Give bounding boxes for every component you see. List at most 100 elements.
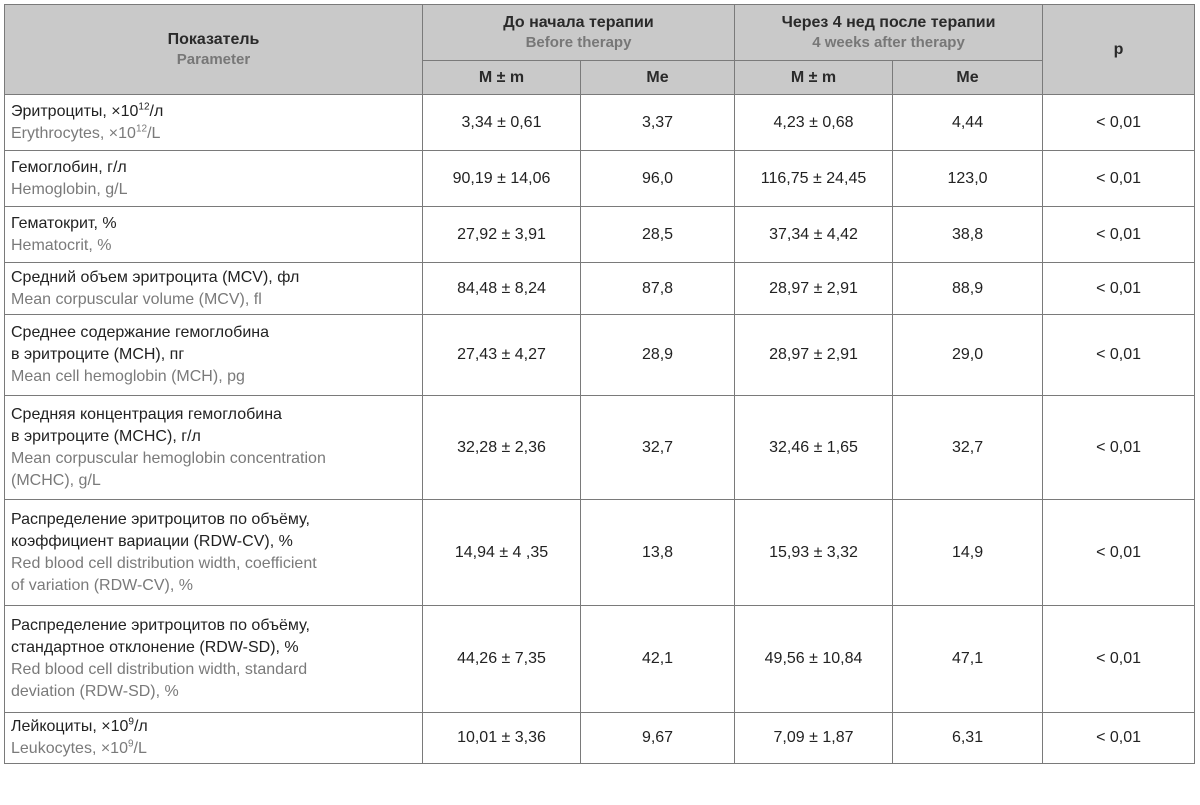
before-mean-cell: 3,34 ± 0,61 <box>422 94 581 151</box>
p-value-cell: < 0,01 <box>1042 499 1196 606</box>
before-mean-header: M ± m <box>422 60 581 95</box>
table-header: Показатель Parameter До начала терапии B… <box>4 4 1196 95</box>
after-median-cell: 14,9 <box>892 499 1044 606</box>
after-median-header: Me <box>892 60 1044 95</box>
after-mean-cell: 4,23 ± 0,68 <box>734 94 894 151</box>
after-mean-cell: 116,75 ± 24,45 <box>734 150 894 207</box>
parameter-name-ru: в эритроците (MCHC), г/л <box>11 427 201 445</box>
parameter-name-ru: Распределение эритроцитов по объёму, <box>11 617 310 634</box>
parameter-name-ru-unit: /л <box>149 102 164 120</box>
after-median-cell: 47,1 <box>892 605 1044 713</box>
parameter-name-en: Erythrocytes, ×1012/L <box>11 123 414 145</box>
before-mean-cell: 90,19 ± 14,06 <box>422 150 581 207</box>
parameter-name-en-base: Leukocytes, ×10 <box>11 740 128 757</box>
parameter-cell: Средний объем эритроцита (MCV), фл Mean c… <box>4 262 423 315</box>
after-header-ru: Через 4 нед после терапии <box>781 13 996 31</box>
before-median-cell: 9,67 <box>579 712 736 764</box>
parameter-name-en: Mean corpuscular hemoglobin concentratio… <box>11 449 326 467</box>
after-mean-cell: 28,97 ± 2,91 <box>734 262 894 315</box>
before-mean-cell: 27,92 ± 3,91 <box>422 206 581 263</box>
results-table: Показатель Parameter До начала терапии B… <box>4 4 1196 764</box>
parameter-name-ru: Гематокрит, % <box>11 214 117 232</box>
parameter-header: Показатель Parameter <box>4 4 423 95</box>
table-body: Эритроциты, ×1012/л Erythrocytes, ×1012/L… <box>4 94 1196 764</box>
parameter-name-ru: Средняя концентрация гемоглобина <box>11 405 282 423</box>
parameter-name-en: Hemoglobin, g/L <box>11 180 128 198</box>
p-value-header: p <box>1042 4 1196 95</box>
table-row: Гемоглобин, г/л Hemoglobin, g/L 90,19 ± 14… <box>4 150 1196 207</box>
before-median-cell: 87,8 <box>579 262 736 315</box>
after-mean-cell: 37,34 ± 4,42 <box>734 206 894 263</box>
after-median-cell: 38,8 <box>892 206 1044 263</box>
parameter-name-en-unit: /L <box>147 124 161 142</box>
parameter-name-ru: Средний объем эритроцита (MCV), фл <box>11 268 300 286</box>
before-mean-cell: 44,26 ± 7,35 <box>422 605 581 713</box>
before-therapy-header: До начала терапии Before therapy <box>421 4 736 61</box>
parameter-name-en: Red blood cell distribution width, stand… <box>11 661 308 678</box>
parameter-name-en: Mean cell hemoglobin (MCH), pg <box>11 368 245 385</box>
parameter-cell: Распределение эритроцитов по объёму, стан… <box>4 605 423 713</box>
parameter-cell: Средняя концентрация гемоглобина в эритро… <box>4 395 423 500</box>
after-mean-cell: 7,09 ± 1,87 <box>734 712 894 764</box>
after-median-cell: 32,7 <box>892 395 1044 500</box>
before-median-cell: 28,9 <box>579 314 736 396</box>
before-median-cell: 42,1 <box>579 605 736 713</box>
parameter-name-ru-base: Лейкоциты, ×10 <box>11 718 129 735</box>
before-mean-cell: 27,43 ± 4,27 <box>422 314 581 396</box>
parameter-name-ru: Среднее содержание гемоглобина <box>11 324 270 341</box>
p-value-cell: < 0,01 <box>1042 605 1196 713</box>
parameter-name-ru: Эритроциты, ×1012/л <box>11 101 414 123</box>
before-mean-cell: 14,94 ± 4 ,35 <box>422 499 581 606</box>
parameter-name-en: deviation (RDW-SD), % <box>11 683 179 700</box>
parameter-name-en-base: Erythrocytes, ×10 <box>11 124 136 142</box>
parameter-name-ru-unit: /л <box>133 718 148 735</box>
p-value-cell: < 0,01 <box>1042 150 1196 207</box>
parameter-cell: Лейкоциты, ×109/л Leukocytes, ×109/L <box>4 712 423 764</box>
parameter-name-ru-base: Эритроциты, ×10 <box>11 102 139 120</box>
after-mean-header: M ± m <box>734 60 894 95</box>
before-median-cell: 28,5 <box>579 206 736 263</box>
after-mean-cell: 28,97 ± 2,91 <box>734 314 894 396</box>
parameter-name-en-unit: /L <box>133 740 147 757</box>
p-value-cell: < 0,01 <box>1042 395 1196 500</box>
after-mean-cell: 49,56 ± 10,84 <box>734 605 894 713</box>
table-row: Распределение эритроцитов по объёму, стан… <box>4 605 1196 713</box>
table-row: Лейкоциты, ×109/л Leukocytes, ×109/L 10,01… <box>4 712 1196 764</box>
before-median-cell: 96,0 <box>579 150 736 207</box>
parameter-header-en: Parameter <box>176 50 251 68</box>
parameter-cell: Среднее содержание гемоглобина в эритроци… <box>4 314 423 396</box>
parameter-cell: Гемоглобин, г/л Hemoglobin, g/L <box>4 150 423 207</box>
table-row: Гематокрит, % Hematocrit, % 27,92 ± 3,91 28… <box>4 206 1196 263</box>
table-row: Средняя концентрация гемоглобина в эритро… <box>4 395 1196 500</box>
parameter-name-en-exponent: 9 <box>127 738 134 750</box>
before-header-ru: До начала терапии <box>503 13 654 31</box>
parameter-name-ru-exponent: 12 <box>138 101 150 113</box>
parameter-name-ru: коэффициент вариации (RDW-CV), % <box>11 532 293 550</box>
after-median-cell: 88,9 <box>892 262 1044 315</box>
after-median-cell: 29,0 <box>892 314 1044 396</box>
after-median-cell: 4,44 <box>892 94 1044 151</box>
parameter-name-en: Hematocrit, % <box>11 236 112 254</box>
parameter-name-en: of variation (RDW-CV), % <box>11 576 193 594</box>
parameter-cell: Эритроциты, ×1012/л Erythrocytes, ×1012/L <box>4 94 423 151</box>
before-mean-cell: 32,28 ± 2,36 <box>422 395 581 500</box>
parameter-name-en: Red blood cell distribution width, coeff… <box>11 554 317 572</box>
p-value-cell: < 0,01 <box>1042 262 1196 315</box>
after-therapy-header: Через 4 нед после терапии 4 weeks after … <box>734 4 1044 61</box>
before-median-header: Me <box>579 60 736 95</box>
after-median-cell: 123,0 <box>892 150 1044 207</box>
before-median-cell: 32,7 <box>579 395 736 500</box>
table-row: Среднее содержание гемоглобина в эритроци… <box>4 314 1196 396</box>
table-row: Средний объем эритроцита (MCV), фл Mean c… <box>4 262 1196 315</box>
after-mean-cell: 32,46 ± 1,65 <box>734 395 894 500</box>
parameter-cell: Гематокрит, % Hematocrit, % <box>4 206 423 263</box>
p-value-cell: < 0,01 <box>1042 206 1196 263</box>
before-header-en: Before therapy <box>525 33 632 51</box>
parameter-name-en: Mean corpuscular volume (MCV), fl <box>11 290 262 308</box>
after-median-cell: 6,31 <box>892 712 1044 764</box>
parameter-name-ru: Распределение эритроцитов по объёму, <box>11 510 310 528</box>
table-row: Распределение эритроцитов по объёму, коэф… <box>4 499 1196 606</box>
after-mean-cell: 15,93 ± 3,32 <box>734 499 894 606</box>
before-median-cell: 13,8 <box>579 499 736 606</box>
p-value-cell: < 0,01 <box>1042 314 1196 396</box>
